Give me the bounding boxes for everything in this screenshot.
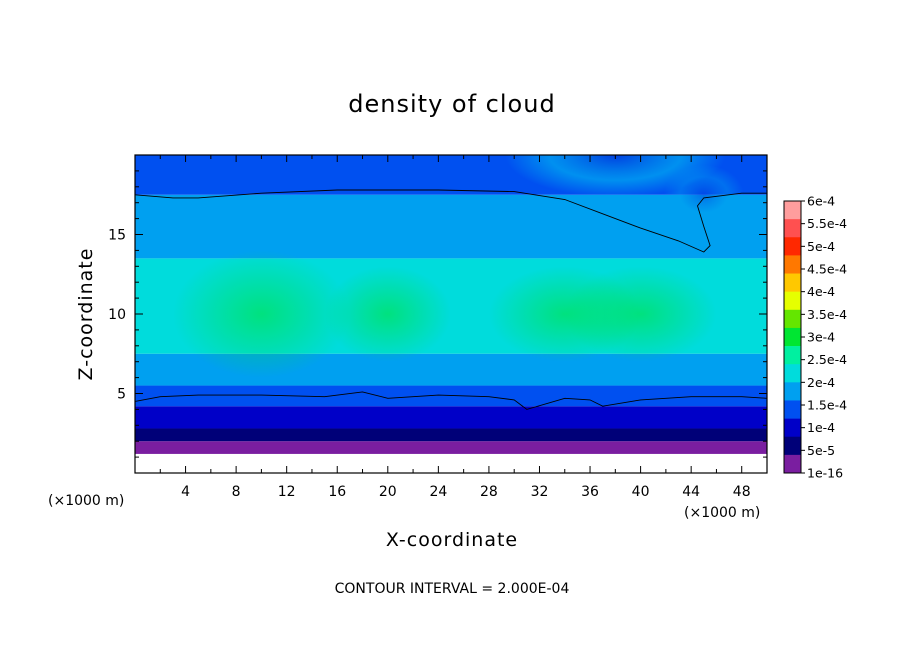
colorbar-swatch <box>784 201 801 220</box>
contour-line-upper <box>135 189 767 253</box>
y-tick-label: 10 <box>108 307 126 323</box>
field-blob <box>324 266 451 362</box>
field-blob <box>663 164 744 225</box>
field-layer <box>135 428 767 442</box>
colorbar-label: 5.5e-4 <box>807 216 847 231</box>
x-tick-label: 4 <box>181 484 190 500</box>
colorbar-swatch <box>784 346 801 365</box>
x-unit-label-right: (×1000 m) <box>684 505 760 521</box>
colorbar-swatch <box>784 309 801 329</box>
field-layer <box>135 441 767 454</box>
x-tick-label: 20 <box>379 484 397 500</box>
colorbar-label: 3.5e-4 <box>807 307 847 322</box>
x-tick-label: 32 <box>531 484 549 500</box>
x-tick-label: 40 <box>632 484 650 500</box>
colorbar-label: 6e-4 <box>807 194 835 209</box>
colorbar-swatch <box>784 400 801 419</box>
colorbar-swatch <box>784 273 801 292</box>
colorbar-swatch <box>784 436 801 456</box>
colorbar-label: 4.5e-4 <box>807 262 847 277</box>
colorbar-swatch <box>784 219 801 238</box>
y-tick-label: 5 <box>117 387 126 403</box>
x-tick-label: 48 <box>733 484 751 500</box>
colorbar-label: 1e-16 <box>807 466 843 481</box>
colorbar-label: 2e-4 <box>807 375 835 390</box>
field-blob <box>564 266 717 362</box>
colorbar: 6e-4 5.5e-4 5e-4 4.5e-4 4e-4 3.5e-4 3e-4 2.5e-4… <box>783 194 847 481</box>
density-field <box>135 155 767 454</box>
colorbar-swatch <box>784 327 801 347</box>
colorbar-swatch <box>784 418 801 438</box>
field-blob <box>172 250 350 378</box>
x-tick-label: 44 <box>682 484 700 500</box>
x-tick-label: 8 <box>232 484 241 500</box>
x-tick-label: 36 <box>581 484 599 500</box>
colorbar-label: 1e-4 <box>807 420 835 435</box>
x-tick-label: 28 <box>480 484 498 500</box>
colorbar-label: 1.5e-4 <box>807 398 847 413</box>
contour-interval-note: CONTOUR INTERVAL = 2.000E-04 <box>335 581 570 597</box>
field-layer <box>135 194 767 259</box>
colorbar-swatch <box>784 291 801 311</box>
colorbar-label: 5e-4 <box>807 239 835 254</box>
contour-lines <box>135 189 767 410</box>
colorbar-swatch <box>784 255 801 274</box>
x-axis-ticks: 4 8 12 16 20 24 28 32 36 40 44 48 <box>159 155 751 500</box>
x-unit-label-left: (×1000 m) <box>48 493 124 509</box>
y-axis-ticks: 5 10 15 <box>108 170 767 458</box>
x-tick-label: 16 <box>328 484 346 500</box>
colorbar-swatch <box>784 382 801 401</box>
contour-line-lower <box>135 391 767 410</box>
colorbar-label: 2.5e-4 <box>807 352 847 367</box>
field-layer <box>135 406 767 429</box>
colorbar-swatch <box>784 237 801 256</box>
colorbar-swatch <box>784 364 801 383</box>
colorbar-swatch <box>784 454 801 474</box>
colorbar-label: 3e-4 <box>807 330 835 345</box>
x-tick-label: 12 <box>278 484 296 500</box>
x-tick-label: 24 <box>429 484 447 500</box>
chart-title: density of cloud <box>348 90 555 118</box>
colorbar-label: 4e-4 <box>807 284 835 299</box>
y-axis-title: Z-coordinate <box>75 248 97 381</box>
colorbar-label: 5e-5 <box>807 443 835 458</box>
y-tick-label: 15 <box>108 228 126 244</box>
x-axis-title: X-coordinate <box>386 529 518 551</box>
